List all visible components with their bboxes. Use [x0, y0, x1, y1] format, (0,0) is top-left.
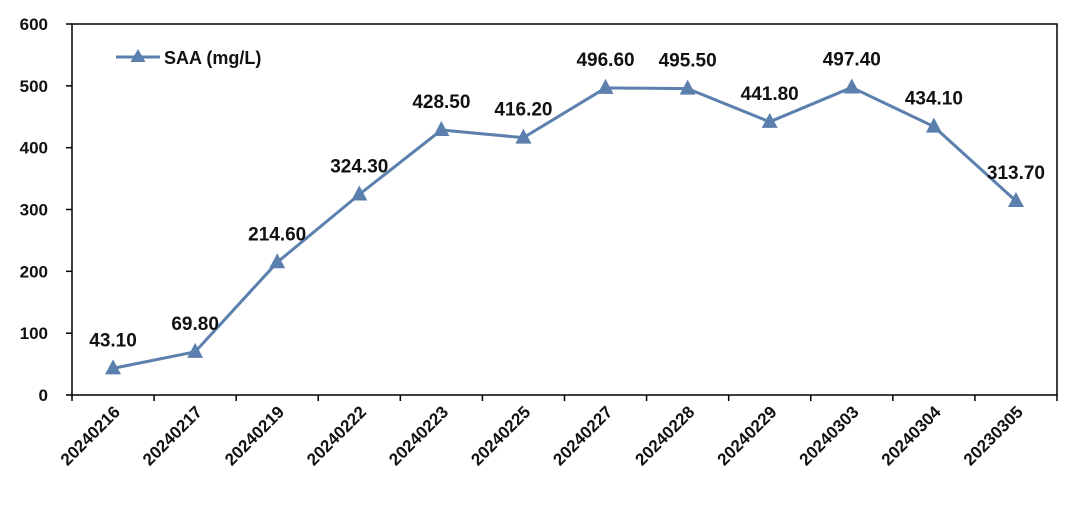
y-tick-label: 0 [39, 386, 48, 405]
data-point-marker [105, 359, 122, 375]
x-tick-label: 20240303 [796, 402, 863, 469]
data-point-marker [761, 112, 778, 128]
y-tick-label: 500 [20, 77, 48, 96]
data-point-marker [269, 253, 286, 269]
data-point-marker [351, 185, 368, 201]
plot-area-border [71, 23, 1058, 396]
data-label: 497.40 [823, 49, 881, 70]
x-tick-label: 20240228 [632, 402, 699, 469]
x-tick-label: 20240217 [139, 402, 206, 469]
y-tick-label: 400 [20, 139, 48, 158]
data-label: 43.10 [89, 330, 137, 351]
data-label: 324.30 [330, 156, 388, 177]
data-point-marker [187, 342, 204, 358]
legend-label: SAA (mg/L) [164, 48, 261, 68]
x-tick-label: 20240304 [878, 402, 945, 469]
data-point-marker [597, 78, 614, 94]
series-line [112, 85, 1017, 370]
y-tick-label: 600 [20, 15, 48, 34]
legend-triangle-marker [130, 49, 146, 62]
legend: SAA (mg/L) [116, 48, 261, 68]
x-tick-label: 20230305 [960, 402, 1027, 469]
data-label: 434.10 [905, 89, 963, 110]
y-tick-label: 300 [20, 201, 48, 220]
data-point-marker [433, 121, 450, 137]
data-point-marker [515, 128, 532, 144]
series-layer: 43.10 69.80 214.60 324.30 428.50 416.20 496.60… [89, 49, 1045, 375]
x-tick-label: 20240229 [714, 402, 781, 469]
x-tick-label: 20240227 [549, 402, 616, 469]
data-label: 496.60 [576, 50, 634, 71]
data-point-marker [843, 78, 860, 94]
data-label: 69.80 [171, 314, 219, 335]
data-point-marker [679, 79, 696, 95]
data-label: 313.70 [987, 163, 1045, 184]
y-tick-label: 200 [20, 262, 48, 281]
x-tick-label: 20240222 [303, 402, 370, 469]
x-tick-label: 20240225 [467, 402, 534, 469]
y-tick-label: 100 [20, 324, 48, 343]
data-label: 441.80 [741, 84, 799, 105]
data-label: 416.20 [494, 100, 552, 121]
x-tick-label: 20240223 [385, 402, 452, 469]
data-label: 214.60 [248, 224, 306, 245]
data-label: 495.50 [659, 51, 717, 72]
x-tick-label: 20240219 [221, 402, 288, 469]
x-tick-label: 20240216 [57, 402, 124, 469]
data-point-marker [925, 117, 942, 133]
data-label: 428.50 [412, 92, 470, 113]
data-point-marker [1007, 192, 1024, 208]
